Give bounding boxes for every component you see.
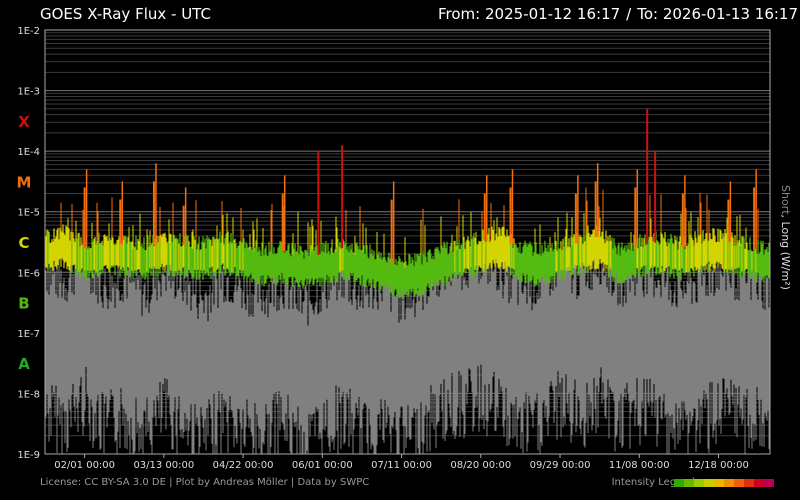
y-tick-label: 1E-5: [17, 208, 40, 219]
x-tick-label: 07/11 00:00: [371, 460, 432, 471]
y-tick-label: 1E-8: [17, 389, 40, 400]
y-axis-label-rest: , Long (W/m²): [779, 214, 792, 290]
intensity-legend-label: Intensity Legend: [611, 477, 695, 488]
legend-swatch: [684, 479, 694, 487]
flare-class-X: X: [18, 113, 30, 131]
flare-class-C: C: [18, 234, 29, 252]
flare-class-A: A: [18, 355, 30, 373]
y-tick-label: 1E-4: [17, 147, 40, 158]
flare-class-B: B: [18, 295, 29, 313]
y-axis-label: Short, Long (W/m²): [779, 185, 792, 290]
chart-title: GOES X-Ray Flux - UTC: [40, 5, 211, 23]
intensity-legend-bar: [674, 479, 774, 487]
flare-spikes: [83, 108, 757, 264]
y-tick-label: 1E-2: [17, 26, 40, 37]
x-tick-labels: 02/01 00:00 03/13 00:00 04/22 00:00 06/01 0…: [54, 460, 749, 471]
x-tick-label: 08/20 00:00: [450, 460, 511, 471]
y-tick-label: 1E-6: [17, 268, 40, 279]
x-tick-label: 03/13 00:00: [133, 460, 194, 471]
legend-swatch: [754, 479, 764, 487]
long-series: [45, 187, 770, 299]
legend-swatch: [704, 479, 714, 487]
from-label: From: 2025-01-12 16:17: [438, 5, 621, 23]
plot-frame: [44, 29, 771, 455]
x-tick-label: 02/01 00:00: [54, 460, 115, 471]
short-series: [45, 248, 770, 454]
legend-swatch: [734, 479, 744, 487]
legend-swatch: [724, 479, 734, 487]
license-footer: License: CC BY-SA 3.0 DE | Plot by Andre…: [40, 477, 370, 488]
x-tick-label: 11/08 00:00: [609, 460, 670, 471]
flare-class-M: M: [17, 173, 32, 191]
x-tick-label: 04/22 00:00: [213, 460, 274, 471]
legend-swatch: [694, 479, 704, 487]
range-separator: /: [626, 5, 632, 23]
y-tick-label: 1E-7: [17, 329, 40, 340]
legend-swatch: [764, 479, 774, 487]
x-tick-label: 06/01 00:00: [292, 460, 353, 471]
to-label: To: 2026-01-13 16:17: [637, 5, 798, 23]
y-axis-label-short: Short: [779, 185, 792, 215]
legend-swatch: [674, 479, 684, 487]
y-tick-label: 1E-9: [17, 450, 40, 461]
legend-swatch: [744, 479, 754, 487]
x-tick-label: 12/18 00:00: [688, 460, 749, 471]
x-tick-label: 09/29 00:00: [530, 460, 591, 471]
y-tick-label: 1E-3: [17, 87, 40, 98]
flare-class-labels: X M C B A: [17, 113, 32, 373]
legend-swatch: [714, 479, 724, 487]
y-tick-labels: 1E-2 1E-3 1E-4 1E-5 1E-6 1E-7 1E-8 1E-9: [17, 26, 40, 461]
time-range: From: 2025-01-12 16:17 / To: 2026-01-13 16…: [438, 5, 798, 23]
